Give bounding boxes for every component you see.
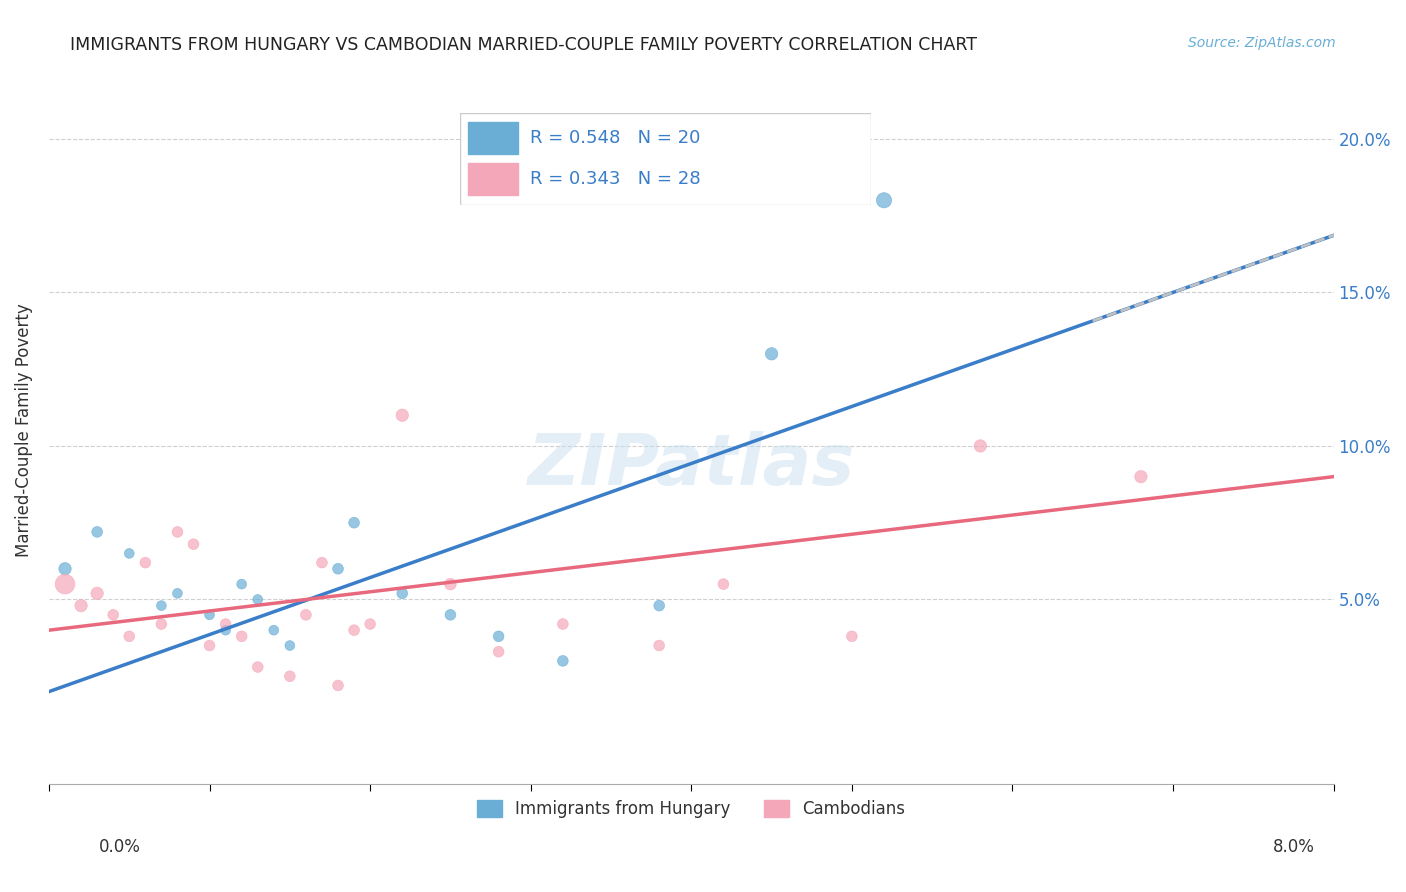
Point [103, 607, 125, 622]
Point [969, 439, 991, 453]
Point [86, 586, 108, 600]
Point [278, 669, 301, 683]
Point [295, 607, 318, 622]
Point [841, 629, 863, 643]
Point [53, 577, 76, 591]
Text: IMMIGRANTS FROM HUNGARY VS CAMBODIAN MARRIED-COUPLE FAMILY POVERTY CORRELATION C: IMMIGRANTS FROM HUNGARY VS CAMBODIAN MAR… [70, 36, 977, 54]
Point [70, 599, 93, 613]
Point [359, 617, 381, 632]
Point [166, 524, 188, 539]
Point [166, 586, 188, 600]
Point [231, 629, 253, 643]
Point [873, 194, 896, 208]
Point [198, 607, 221, 622]
Point [761, 347, 783, 361]
Point [263, 623, 285, 637]
Point [551, 654, 574, 668]
Point [326, 562, 349, 576]
Y-axis label: Married-Couple Family Poverty: Married-Couple Family Poverty [15, 303, 32, 558]
Point [439, 607, 461, 622]
Point [713, 577, 735, 591]
Point [343, 623, 366, 637]
Point [183, 537, 205, 551]
Point [391, 409, 413, 423]
Point [439, 577, 461, 591]
Point [551, 617, 574, 632]
Point [118, 546, 141, 560]
Point [1129, 469, 1152, 483]
Text: ZIPatlas: ZIPatlas [527, 432, 855, 500]
Point [86, 524, 108, 539]
Text: 8.0%: 8.0% [1272, 838, 1315, 855]
Point [488, 629, 510, 643]
Point [53, 562, 76, 576]
Point [198, 639, 221, 653]
Point [231, 577, 253, 591]
Point [648, 639, 671, 653]
Point [214, 617, 236, 632]
Point [326, 678, 349, 692]
Point [311, 556, 333, 570]
Point [246, 592, 269, 607]
Text: Source: ZipAtlas.com: Source: ZipAtlas.com [1188, 36, 1336, 50]
Point [150, 599, 173, 613]
Point [118, 629, 141, 643]
Point [391, 586, 413, 600]
Point [343, 516, 366, 530]
Text: 0.0%: 0.0% [98, 838, 141, 855]
Point [214, 623, 236, 637]
Point [246, 660, 269, 674]
Point [648, 599, 671, 613]
Point [150, 617, 173, 632]
Point [134, 556, 156, 570]
Point [278, 639, 301, 653]
Legend: Immigrants from Hungary, Cambodians: Immigrants from Hungary, Cambodians [471, 793, 912, 825]
Point [488, 645, 510, 659]
